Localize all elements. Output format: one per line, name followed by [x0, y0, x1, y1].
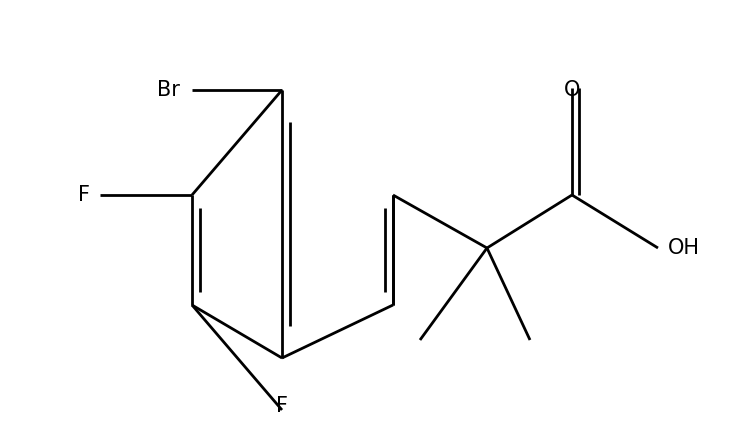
Text: Br: Br	[157, 80, 180, 100]
Text: O: O	[564, 80, 580, 100]
Text: F: F	[276, 396, 288, 416]
Text: F: F	[78, 185, 90, 205]
Text: OH: OH	[668, 238, 700, 258]
